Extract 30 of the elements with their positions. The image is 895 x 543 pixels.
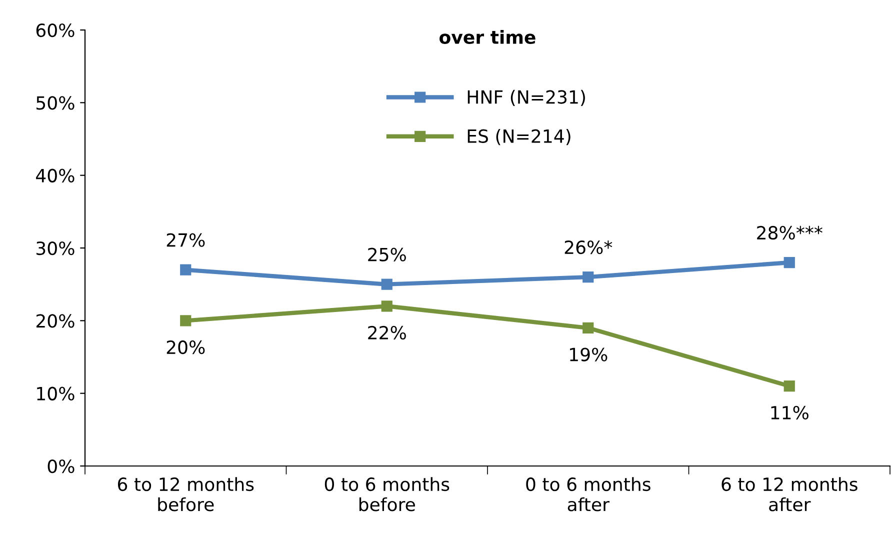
point	[180, 315, 192, 326]
point	[180, 264, 192, 276]
x-tick-label: 6 to 12 months before	[118, 477, 254, 512]
legend-label: HNF (N=231)	[468, 90, 585, 106]
point	[582, 272, 594, 283]
data-label: 11%	[771, 406, 808, 420]
data-label: 28%***	[757, 226, 822, 240]
x-tick-label: 0 to 6 months before	[324, 477, 450, 512]
point	[582, 322, 594, 334]
y-tick-label: 40%	[36, 168, 74, 182]
y-tick-label: 10%	[37, 386, 74, 400]
x-tick-label: 0 to 6 months after	[526, 477, 650, 512]
y-tick-label: 0%	[48, 459, 74, 474]
point	[381, 300, 392, 312]
y-tick-label: 20%	[36, 314, 74, 328]
data-label: 26%*	[564, 240, 612, 254]
y-tick-label: 60%	[36, 23, 74, 38]
data-label: 22%	[368, 326, 406, 340]
y-tick-label: 30%	[36, 241, 74, 256]
point	[381, 278, 392, 290]
point	[784, 256, 795, 268]
point	[784, 380, 795, 392]
data-label: 20%	[166, 340, 205, 354]
y-tick-label: 50%	[36, 96, 74, 110]
data-label: 27%	[166, 233, 205, 247]
x-tick-label: 6 to 12 months after	[722, 477, 858, 512]
legend-label: ES (N=214)	[468, 129, 570, 146]
data-label: 19%	[570, 348, 608, 362]
chart-title: over time	[440, 30, 536, 44]
data-label: 25%	[368, 248, 406, 262]
